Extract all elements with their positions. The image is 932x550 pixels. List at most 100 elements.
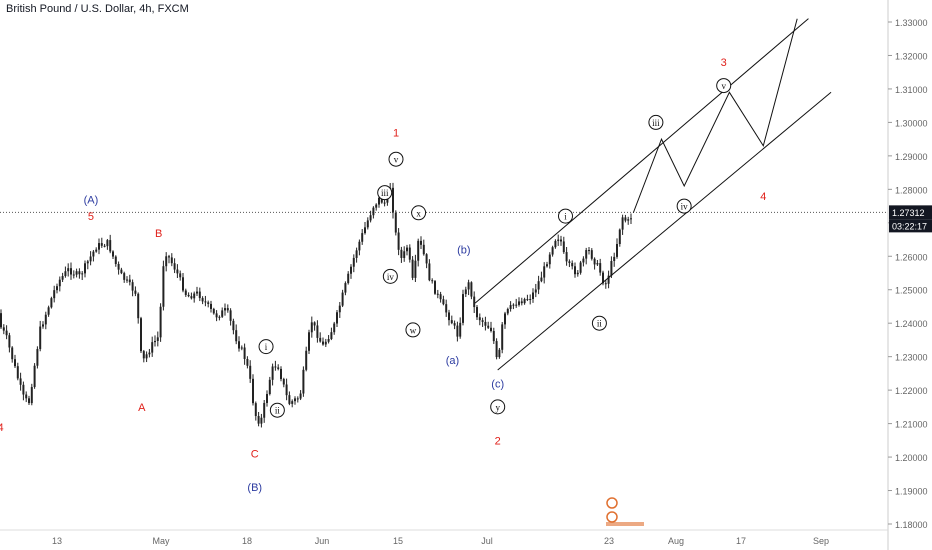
- badge-ring: [606, 497, 618, 509]
- candle-body: [224, 308, 226, 311]
- wave-label-minor: v: [394, 155, 399, 165]
- candle-body: [383, 202, 386, 204]
- candle-body: [515, 304, 518, 306]
- wave-label-minor: x: [416, 208, 421, 218]
- price-tick-label: 1.25000: [895, 286, 928, 296]
- candle-body: [148, 352, 151, 355]
- candle-body: [313, 322, 316, 326]
- candle-body: [106, 240, 109, 247]
- candle-body: [347, 273, 350, 284]
- candle-body: [403, 251, 406, 258]
- candle-body: [571, 262, 574, 267]
- candle-body: [218, 316, 221, 318]
- wave-label-major: 3: [721, 57, 727, 69]
- candles: [0, 182, 632, 428]
- candle-body: [67, 268, 70, 272]
- channel-line: [474, 18, 809, 304]
- wave-label-circle: [490, 399, 506, 415]
- candle-body: [282, 379, 285, 385]
- wave-label-major: 4: [0, 422, 4, 434]
- candle-body: [400, 249, 403, 258]
- candle-body: [226, 308, 229, 311]
- candle-body: [498, 349, 501, 358]
- candle-body: [369, 215, 372, 221]
- candle-body: [448, 312, 450, 321]
- candle-body: [280, 368, 282, 380]
- candle-body: [36, 349, 39, 366]
- chart-title: British Pound / U.S. Dollar, 4h, FXCM: [6, 3, 189, 15]
- candle-body: [2, 327, 5, 331]
- candle-body: [450, 320, 453, 324]
- candle-body: [520, 301, 523, 304]
- candle-body: [462, 294, 464, 323]
- candle-body: [291, 401, 294, 404]
- candle-body: [590, 250, 593, 259]
- date-tick-label: Jun: [315, 536, 330, 546]
- candle-body: [154, 340, 156, 343]
- candle-body: [238, 341, 240, 349]
- wave-label-minor: ii: [597, 319, 603, 329]
- candle-body: [408, 247, 411, 260]
- countdown-text: 03:22:17: [892, 221, 927, 231]
- candle-body: [492, 330, 495, 342]
- candle-body: [61, 276, 64, 280]
- wave-label-intermediate: (B): [247, 482, 262, 494]
- candle-body: [336, 312, 338, 324]
- price-tick-label: 1.26000: [895, 252, 928, 262]
- candle-body: [512, 304, 515, 306]
- wave-label-major: 5: [88, 211, 94, 223]
- candle-body: [543, 266, 546, 278]
- price-tick-label: 1.31000: [895, 85, 928, 95]
- wave-label-major: 4: [760, 191, 766, 203]
- price-tick-label: 1.24000: [895, 319, 928, 329]
- candle-body: [142, 351, 145, 359]
- candle-body: [263, 402, 266, 418]
- candle-body: [33, 365, 36, 388]
- candle-body: [372, 207, 375, 216]
- price-tick-label: 1.29000: [895, 152, 928, 162]
- candle-body: [504, 313, 506, 325]
- candle-body: [364, 227, 366, 234]
- candle-body: [235, 330, 238, 342]
- candle-body: [114, 256, 117, 264]
- price-tick-label: 1.28000: [895, 185, 928, 195]
- candle-body: [476, 307, 478, 318]
- candle-body: [352, 257, 355, 267]
- candle-body: [0, 313, 2, 328]
- candle-body: [439, 294, 442, 300]
- candle-body: [162, 266, 165, 307]
- wave-label-intermediate: (b): [457, 245, 470, 257]
- candle-body: [397, 232, 400, 250]
- wave-label-circle: [377, 185, 393, 201]
- candle-body: [123, 273, 126, 280]
- price-tick-label: 1.32000: [895, 51, 928, 61]
- candle-body: [361, 233, 364, 242]
- candle-body: [495, 341, 498, 358]
- wave-label-major: A: [138, 402, 146, 414]
- candle-body: [380, 197, 383, 203]
- date-tick-label: 23: [604, 536, 614, 546]
- candle-body: [529, 299, 532, 301]
- candle-body: [277, 367, 280, 369]
- badge-ring: [606, 511, 618, 523]
- candle-body: [28, 398, 30, 404]
- candle-body: [274, 366, 277, 368]
- candle-body: [170, 257, 173, 264]
- wave-label-circle: [388, 151, 404, 167]
- wave-label-major: 1: [393, 127, 399, 139]
- candle-body: [56, 286, 58, 291]
- price-tick-label: 1.30000: [895, 118, 928, 128]
- candle-body: [58, 279, 61, 287]
- candle-body: [128, 279, 131, 283]
- candle-body: [182, 277, 184, 291]
- candle-body: [22, 384, 25, 395]
- date-tick-label: May: [152, 536, 170, 546]
- candle-body: [501, 324, 504, 350]
- candle-body: [481, 320, 484, 322]
- badge-bar: [606, 522, 644, 526]
- candle-body: [95, 249, 98, 252]
- candle-body: [5, 330, 8, 336]
- candle-body: [551, 247, 554, 255]
